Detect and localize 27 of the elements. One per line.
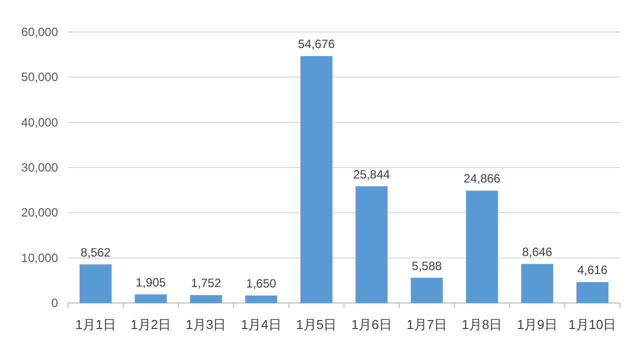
data-label: 1,905 — [136, 275, 166, 290]
x-tick-label: 1月8日 — [462, 317, 502, 332]
data-label: 24,866 — [464, 172, 501, 186]
y-tick-label: 0 — [51, 296, 58, 310]
x-tick-label: 1月2日 — [130, 317, 172, 332]
y-tick-label: 30,000 — [21, 160, 58, 174]
data-label: 5,588 — [412, 258, 442, 273]
data-label: 8,646 — [522, 244, 553, 259]
data-label: 1,650 — [246, 276, 277, 291]
x-tick-label: 1月4日 — [240, 317, 282, 332]
data-label: 4,616 — [577, 263, 608, 278]
data-label: 8,562 — [80, 245, 111, 260]
x-tick-label: 1月9日 — [516, 317, 558, 332]
data-label: 25,844 — [353, 167, 390, 182]
y-tick-label: 10,000 — [21, 250, 58, 265]
x-tick-label: 1月6日 — [351, 317, 392, 332]
x-tick-label: 1月5日 — [296, 317, 337, 332]
x-tick-label: 1月10日 — [568, 317, 616, 332]
y-tick-label: 60,000 — [21, 25, 58, 39]
data-label: 54,676 — [298, 37, 336, 52]
y-tick-label: 50,000 — [21, 70, 58, 84]
y-tick-label: 40,000 — [21, 115, 58, 130]
x-tick-label: 1月1日 — [75, 317, 116, 332]
x-tick-label: 1月7日 — [406, 317, 448, 332]
data-label: 1,752 — [190, 276, 222, 290]
x-tick-label: 1月3日 — [186, 317, 226, 332]
y-tick-label: 20,000 — [21, 206, 58, 220]
